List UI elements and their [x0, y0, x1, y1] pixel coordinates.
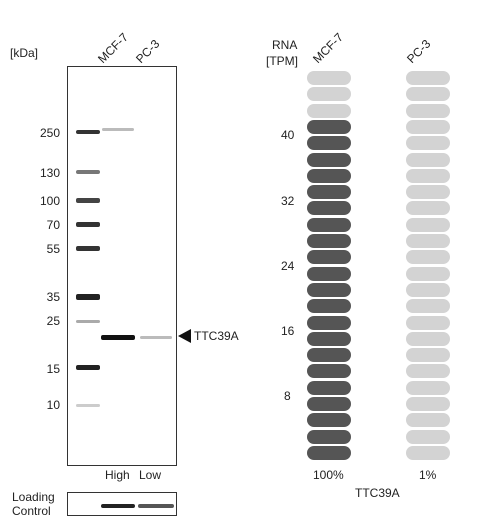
- marker-label-70: 70: [46, 218, 60, 232]
- rna-segment: [406, 217, 450, 232]
- marker-label-35: 35: [46, 290, 60, 304]
- rna-segment: [307, 282, 351, 297]
- loading-control-blot: [67, 492, 177, 516]
- rna-segment: [406, 71, 450, 85]
- rna-scale-tick-40: 40: [281, 128, 295, 142]
- rna-segment: [406, 119, 450, 134]
- rna-segment: [406, 185, 450, 200]
- ladder-band: [76, 404, 100, 407]
- rna-segment: [307, 217, 351, 232]
- rna-segment: [307, 380, 351, 395]
- marker-label-10: 10: [46, 398, 60, 412]
- marker-label-130: 130: [39, 166, 60, 180]
- target-arrow-icon: [178, 329, 191, 343]
- loading-control-band-mcf7: [101, 504, 135, 508]
- lane-label-mcf7: MCF-7: [95, 30, 131, 67]
- rna-segment: [406, 282, 450, 297]
- target-label: TTC39A: [194, 329, 239, 343]
- rna-segment: [406, 413, 450, 428]
- ladder-band: [76, 198, 100, 203]
- rna-segment: [307, 331, 351, 346]
- rna-scale-tick-24: 24: [281, 259, 295, 273]
- lane-level-low: Low: [139, 468, 162, 482]
- marker-label-250: 250: [39, 126, 60, 140]
- rna-segment: [307, 168, 351, 183]
- loading-control-label-line1: Loading: [12, 490, 55, 504]
- rna-segment: [406, 250, 450, 265]
- rna-segment: [406, 348, 450, 363]
- marker-label-55: 55: [46, 242, 60, 256]
- lane-level-high: High: [105, 468, 130, 482]
- rna-segment: [307, 103, 351, 118]
- ladder-band: [76, 320, 100, 323]
- rna-segment: [307, 266, 351, 281]
- rna-segment: [307, 348, 351, 363]
- rna-segment: [307, 413, 351, 428]
- rna-segment: [406, 201, 450, 216]
- rna-segment: [406, 331, 450, 346]
- ladder-band: [76, 246, 100, 251]
- rna-segment: [307, 185, 351, 200]
- rna-column-label-mcf7: MCF-7: [310, 30, 346, 67]
- rna-segment: [307, 87, 351, 102]
- rna-segment: [307, 299, 351, 314]
- ladder-band: [76, 222, 100, 227]
- rna-gene-label: TTC39A: [355, 486, 400, 500]
- rna-segment: [406, 103, 450, 118]
- ladder-band: [76, 130, 100, 134]
- mcf7-high-mw-band: [102, 128, 134, 131]
- ladder-band: [76, 365, 100, 370]
- marker-label-100: 100: [39, 194, 60, 208]
- rna-column-pc3: [406, 71, 450, 463]
- rna-segment: [307, 445, 351, 460]
- rna-column-mcf7: [307, 71, 351, 463]
- rna-segment: [307, 429, 351, 444]
- rna-percent-mcf7: 100%: [313, 468, 344, 482]
- rna-segment: [307, 136, 351, 151]
- rna-header-line2: [TPM]: [266, 54, 298, 68]
- marker-label-25: 25: [46, 314, 60, 328]
- lane-label-pc3: PC-3: [133, 36, 163, 66]
- loading-control-band-pc3: [138, 504, 174, 508]
- rna-segment: [406, 168, 450, 183]
- ladder-band: [76, 170, 100, 174]
- rna-column-label-pc3: PC-3: [404, 36, 434, 66]
- rna-segment: [406, 87, 450, 102]
- rna-segment: [406, 364, 450, 379]
- rna-header-line1: RNA: [272, 38, 298, 52]
- rna-segment: [307, 250, 351, 265]
- rna-segment: [406, 397, 450, 411]
- rna-scale-tick-32: 32: [281, 194, 295, 208]
- rna-segment: [307, 364, 351, 379]
- rna-segment: [406, 445, 450, 460]
- rna-percent-pc3: 1%: [419, 468, 437, 482]
- rna-segment: [307, 397, 351, 411]
- rna-segment: [406, 152, 450, 167]
- rna-segment: [406, 299, 450, 314]
- rna-segment: [307, 152, 351, 167]
- pc3-ttc39a-band: [140, 336, 172, 339]
- rna-segment: [406, 234, 450, 248]
- rna-segment: [307, 315, 351, 330]
- rna-scale-tick-8: 8: [284, 389, 291, 403]
- loading-control-label-line2: Control: [12, 504, 51, 518]
- marker-label-15: 15: [46, 362, 60, 376]
- rna-segment: [307, 71, 351, 85]
- kda-unit-label: [kDa]: [10, 46, 39, 60]
- rna-segment: [406, 429, 450, 444]
- rna-segment: [307, 201, 351, 216]
- rna-segment: [406, 136, 450, 151]
- ladder-band: [76, 294, 100, 300]
- western-blot-image: [67, 66, 177, 466]
- rna-segment: [307, 119, 351, 134]
- rna-segment: [307, 234, 351, 248]
- rna-segment: [406, 380, 450, 395]
- mcf7-ttc39a-band: [101, 335, 135, 340]
- rna-segment: [406, 315, 450, 330]
- rna-segment: [406, 266, 450, 281]
- rna-scale-tick-16: 16: [281, 324, 295, 338]
